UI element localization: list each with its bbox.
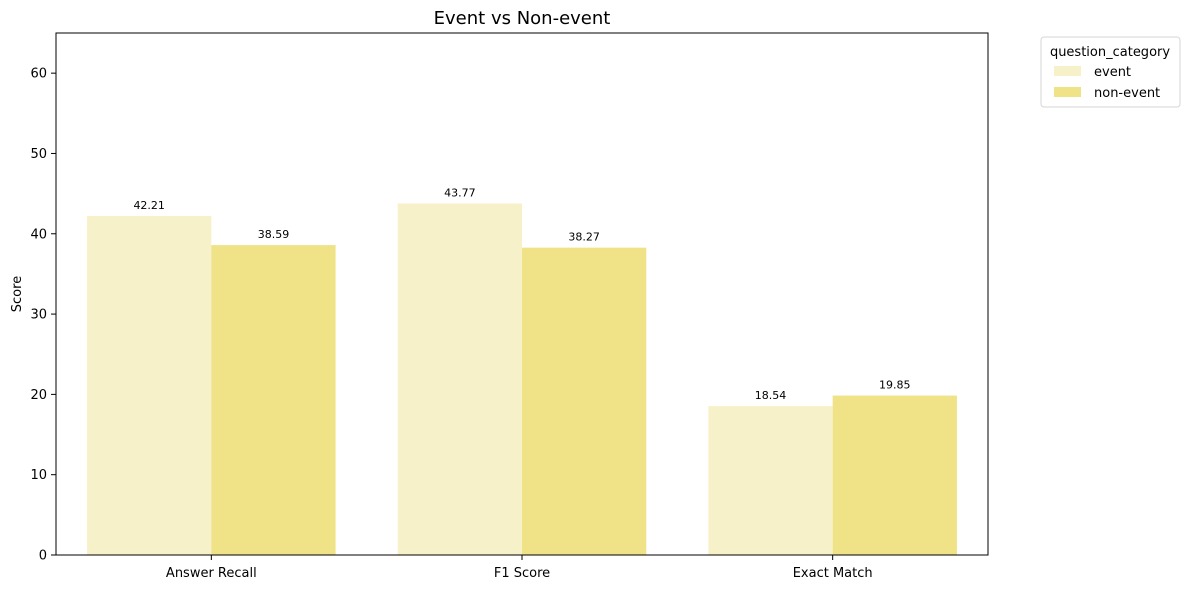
data-label-non-event-2: 19.85 — [879, 379, 911, 392]
bar-non-event-2 — [832, 395, 957, 555]
y-tick-label: 60 — [30, 67, 47, 82]
x-tick-label: F1 Score — [494, 566, 550, 581]
y-tick-label: 40 — [30, 227, 47, 242]
bar-event-1 — [397, 203, 522, 555]
y-tick-label: 10 — [30, 468, 47, 483]
data-label-non-event-0: 38.59 — [258, 228, 290, 241]
plot-area: 42.21 43.77 18.54 38.59 38.27 19.85 0 10 20 30 40 5… — [30, 32, 989, 581]
bar-event-2 — [708, 406, 833, 555]
legend-swatch-event — [1054, 66, 1081, 76]
y-axis-title: Score — [10, 276, 25, 312]
bar-event-0 — [87, 216, 212, 555]
legend-label-event: event — [1094, 65, 1131, 80]
data-label-non-event-1: 38.27 — [568, 231, 600, 244]
x-tick-label: Answer Recall — [166, 566, 257, 581]
data-label-event-2: 18.54 — [755, 389, 787, 402]
legend-label-non-event: non-event — [1094, 86, 1160, 101]
y-tick-label: 50 — [30, 147, 47, 162]
data-label-event-0: 42.21 — [133, 199, 165, 212]
bar-non-event-0 — [211, 245, 336, 555]
legend-title: question_category — [1050, 45, 1170, 60]
y-tick-label: 0 — [39, 549, 47, 564]
legend: question_category event non-event — [1040, 36, 1181, 108]
legend-swatch-non-event — [1054, 87, 1081, 97]
y-tick-label: 20 — [30, 388, 47, 403]
bar-non-event-1 — [522, 247, 647, 555]
chart-title: Event vs Non-event — [434, 8, 611, 29]
x-tick-label: Exact Match — [793, 566, 873, 581]
legend-items: event non-event — [1054, 65, 1160, 101]
data-label-event-1: 43.77 — [444, 186, 476, 199]
y-tick-label: 30 — [30, 308, 47, 323]
